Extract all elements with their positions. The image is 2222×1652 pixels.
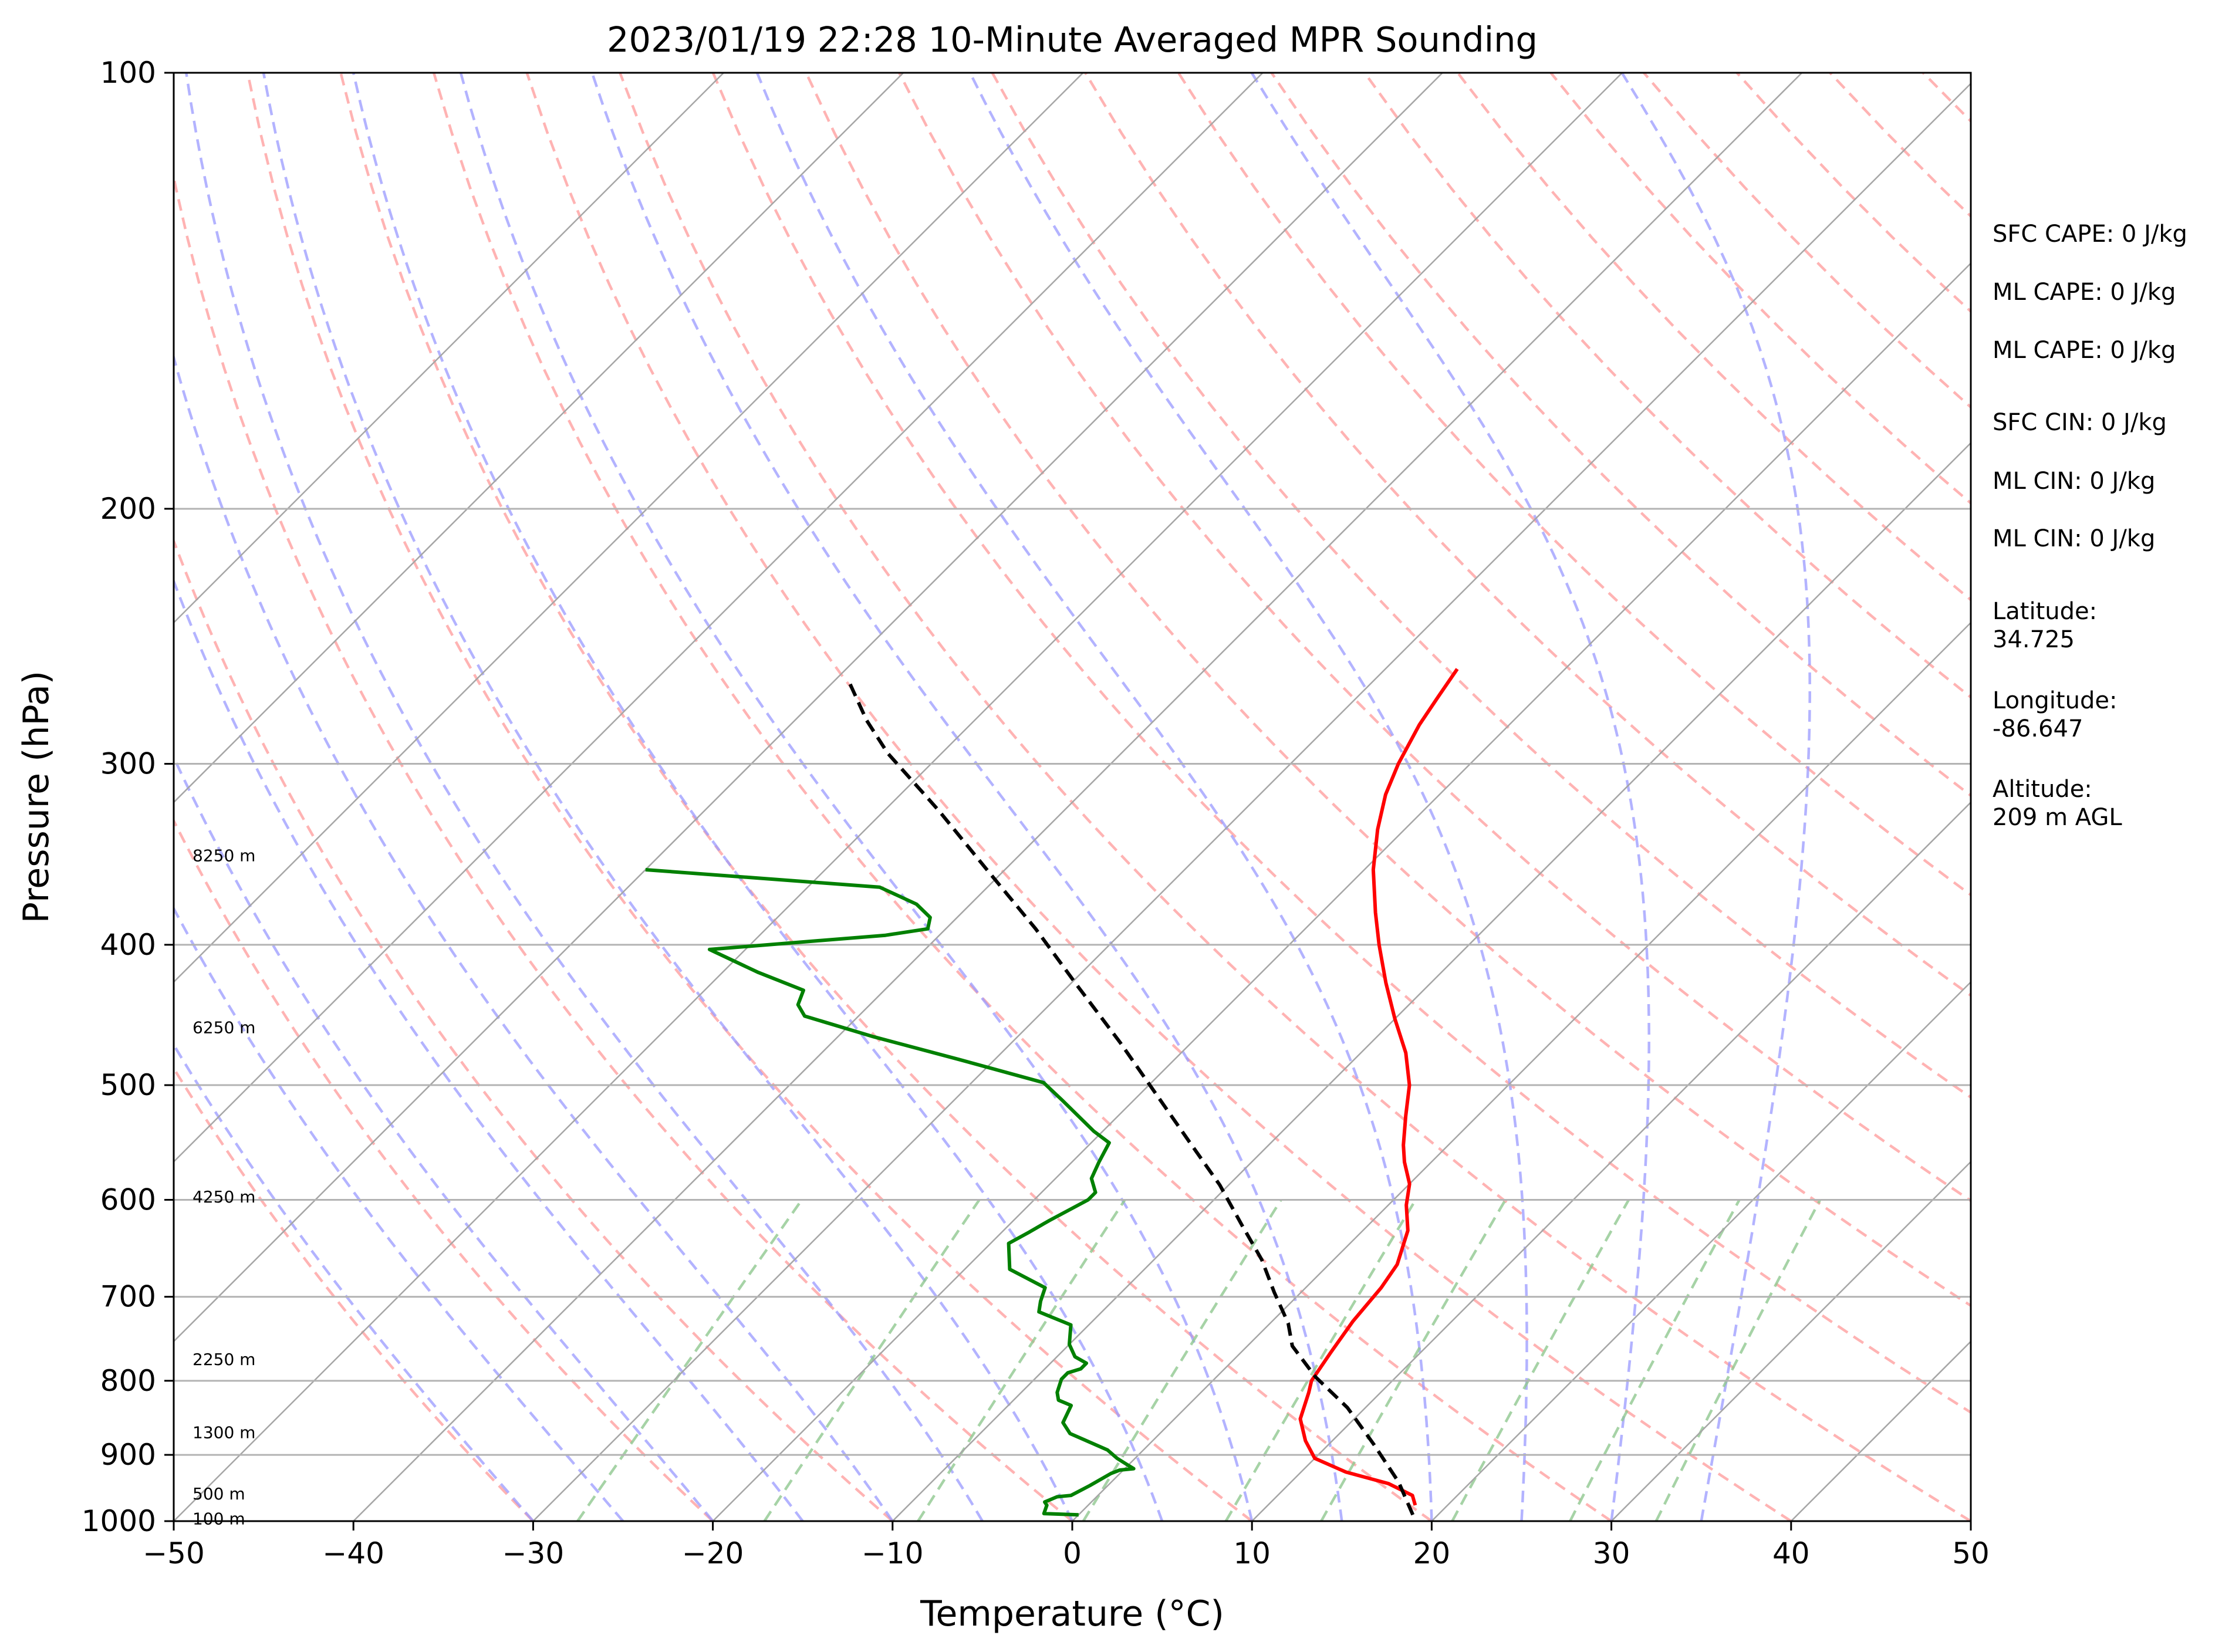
- info-panel-text: ML CAPE: 0 J/kg: [1993, 279, 2176, 306]
- height-label: 2250 m: [193, 1350, 255, 1369]
- y-tick-label: 800: [100, 1364, 156, 1398]
- x-axis-label: Temperature (°C): [920, 1593, 1224, 1634]
- y-tick-label: 300: [100, 747, 156, 781]
- x-tick-label: −30: [502, 1536, 565, 1570]
- y-tick-label: 700: [100, 1280, 156, 1314]
- x-tick-label: 30: [1593, 1536, 1630, 1570]
- x-tick-label: −40: [322, 1536, 384, 1570]
- x-tick-label: 20: [1413, 1536, 1451, 1570]
- height-label: 6250 m: [193, 1018, 255, 1037]
- height-label: 8250 m: [193, 846, 255, 866]
- y-tick-label: 1000: [82, 1504, 156, 1538]
- y-axis-label: Pressure (hPa): [16, 671, 57, 923]
- y-tick-label: 900: [100, 1438, 156, 1472]
- x-tick-label: −20: [682, 1536, 744, 1570]
- y-tick-label: 200: [100, 492, 156, 526]
- y-tick-label: 400: [100, 928, 156, 962]
- y-tick-label: 100: [100, 56, 156, 90]
- x-tick-label: 50: [1952, 1536, 1990, 1570]
- info-panel-text: ML CAPE: 0 J/kg: [1993, 337, 2176, 364]
- chart-title: 2023/01/19 22:28 10-Minute Averaged MPR …: [607, 19, 1538, 60]
- x-tick-label: −10: [862, 1536, 924, 1570]
- height-label: 1300 m: [193, 1423, 255, 1442]
- x-tick-label: 10: [1233, 1536, 1271, 1570]
- height-label: 4250 m: [193, 1187, 255, 1207]
- info-panel-text: SFC CIN: 0 J/kg: [1993, 409, 2167, 436]
- x-tick-label: −50: [143, 1536, 205, 1570]
- info-panel-text: ML CIN: 0 J/kg: [1993, 525, 2155, 552]
- y-tick-label: 500: [100, 1068, 156, 1102]
- y-tick-label: 600: [100, 1183, 156, 1217]
- info-panel-text: ML CIN: 0 J/kg: [1993, 468, 2155, 495]
- height-label: 100 m: [193, 1509, 245, 1529]
- x-tick-label: 40: [1772, 1536, 1810, 1570]
- info-panel-text: SFC CAPE: 0 J/kg: [1993, 221, 2187, 248]
- height-label: 500 m: [193, 1484, 245, 1504]
- x-tick-label: 0: [1063, 1536, 1082, 1570]
